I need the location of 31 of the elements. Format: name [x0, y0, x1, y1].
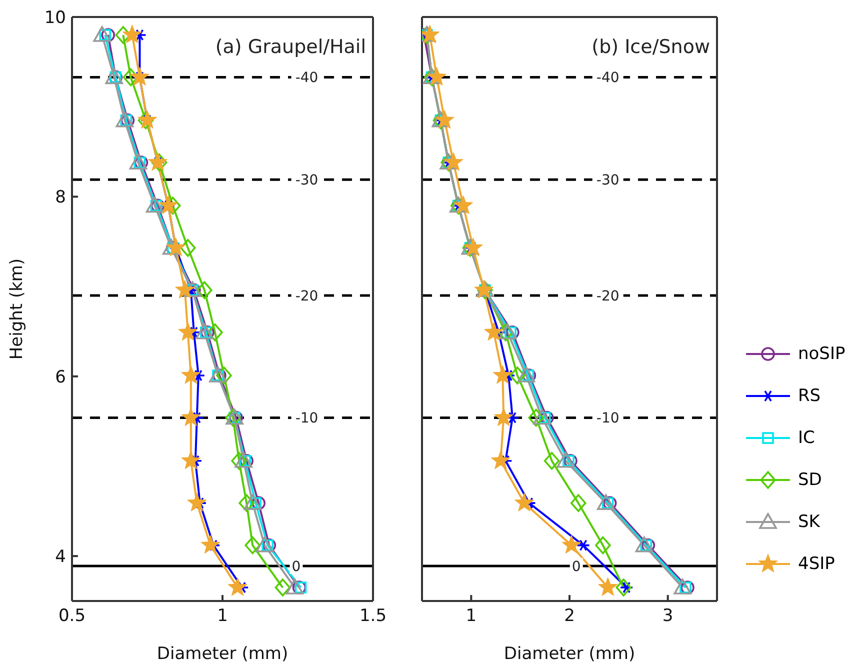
- x-axis-title: Diameter (mm): [504, 644, 636, 664]
- legend-label: SK: [798, 512, 820, 532]
- x-tick-label: 0.5: [58, 606, 86, 626]
- y-tick-label: 8: [55, 188, 66, 208]
- x-tick-label: 2: [564, 606, 575, 626]
- annotation: -20: [295, 288, 318, 305]
- annotation: -10: [596, 410, 620, 427]
- annotation: 0: [572, 558, 581, 575]
- y-tick-label: 4: [55, 547, 66, 568]
- y-axis-title: Height (km): [7, 258, 28, 360]
- legend-label: 4SIP: [798, 554, 835, 574]
- legend-label: RS: [798, 386, 821, 406]
- annotation: -30: [295, 172, 318, 189]
- x-axis-title: Diameter (mm): [156, 644, 288, 664]
- annotation: -40: [295, 70, 318, 86]
- x-tick-label: 1.5: [359, 606, 387, 626]
- y-tick-label: 6: [55, 367, 66, 388]
- legend-label: SD: [798, 470, 822, 490]
- x-tick-label: 1: [217, 606, 228, 626]
- legend-label: IC: [798, 428, 815, 448]
- annotation: (b) Ice/Snow: [592, 36, 710, 58]
- annotation: 0: [292, 558, 301, 575]
- annotation: -10: [295, 410, 318, 427]
- annotation: -20: [596, 288, 620, 305]
- annotation: -40: [596, 70, 620, 86]
- x-tick-label: 3: [662, 606, 674, 626]
- annotation: -30: [596, 172, 620, 189]
- y-tick-label: 10: [44, 8, 66, 28]
- x-tick-label: 1: [466, 606, 477, 626]
- legend-label: noSIP: [798, 344, 846, 364]
- annotation: (a) Graupel/Hail: [215, 36, 366, 58]
